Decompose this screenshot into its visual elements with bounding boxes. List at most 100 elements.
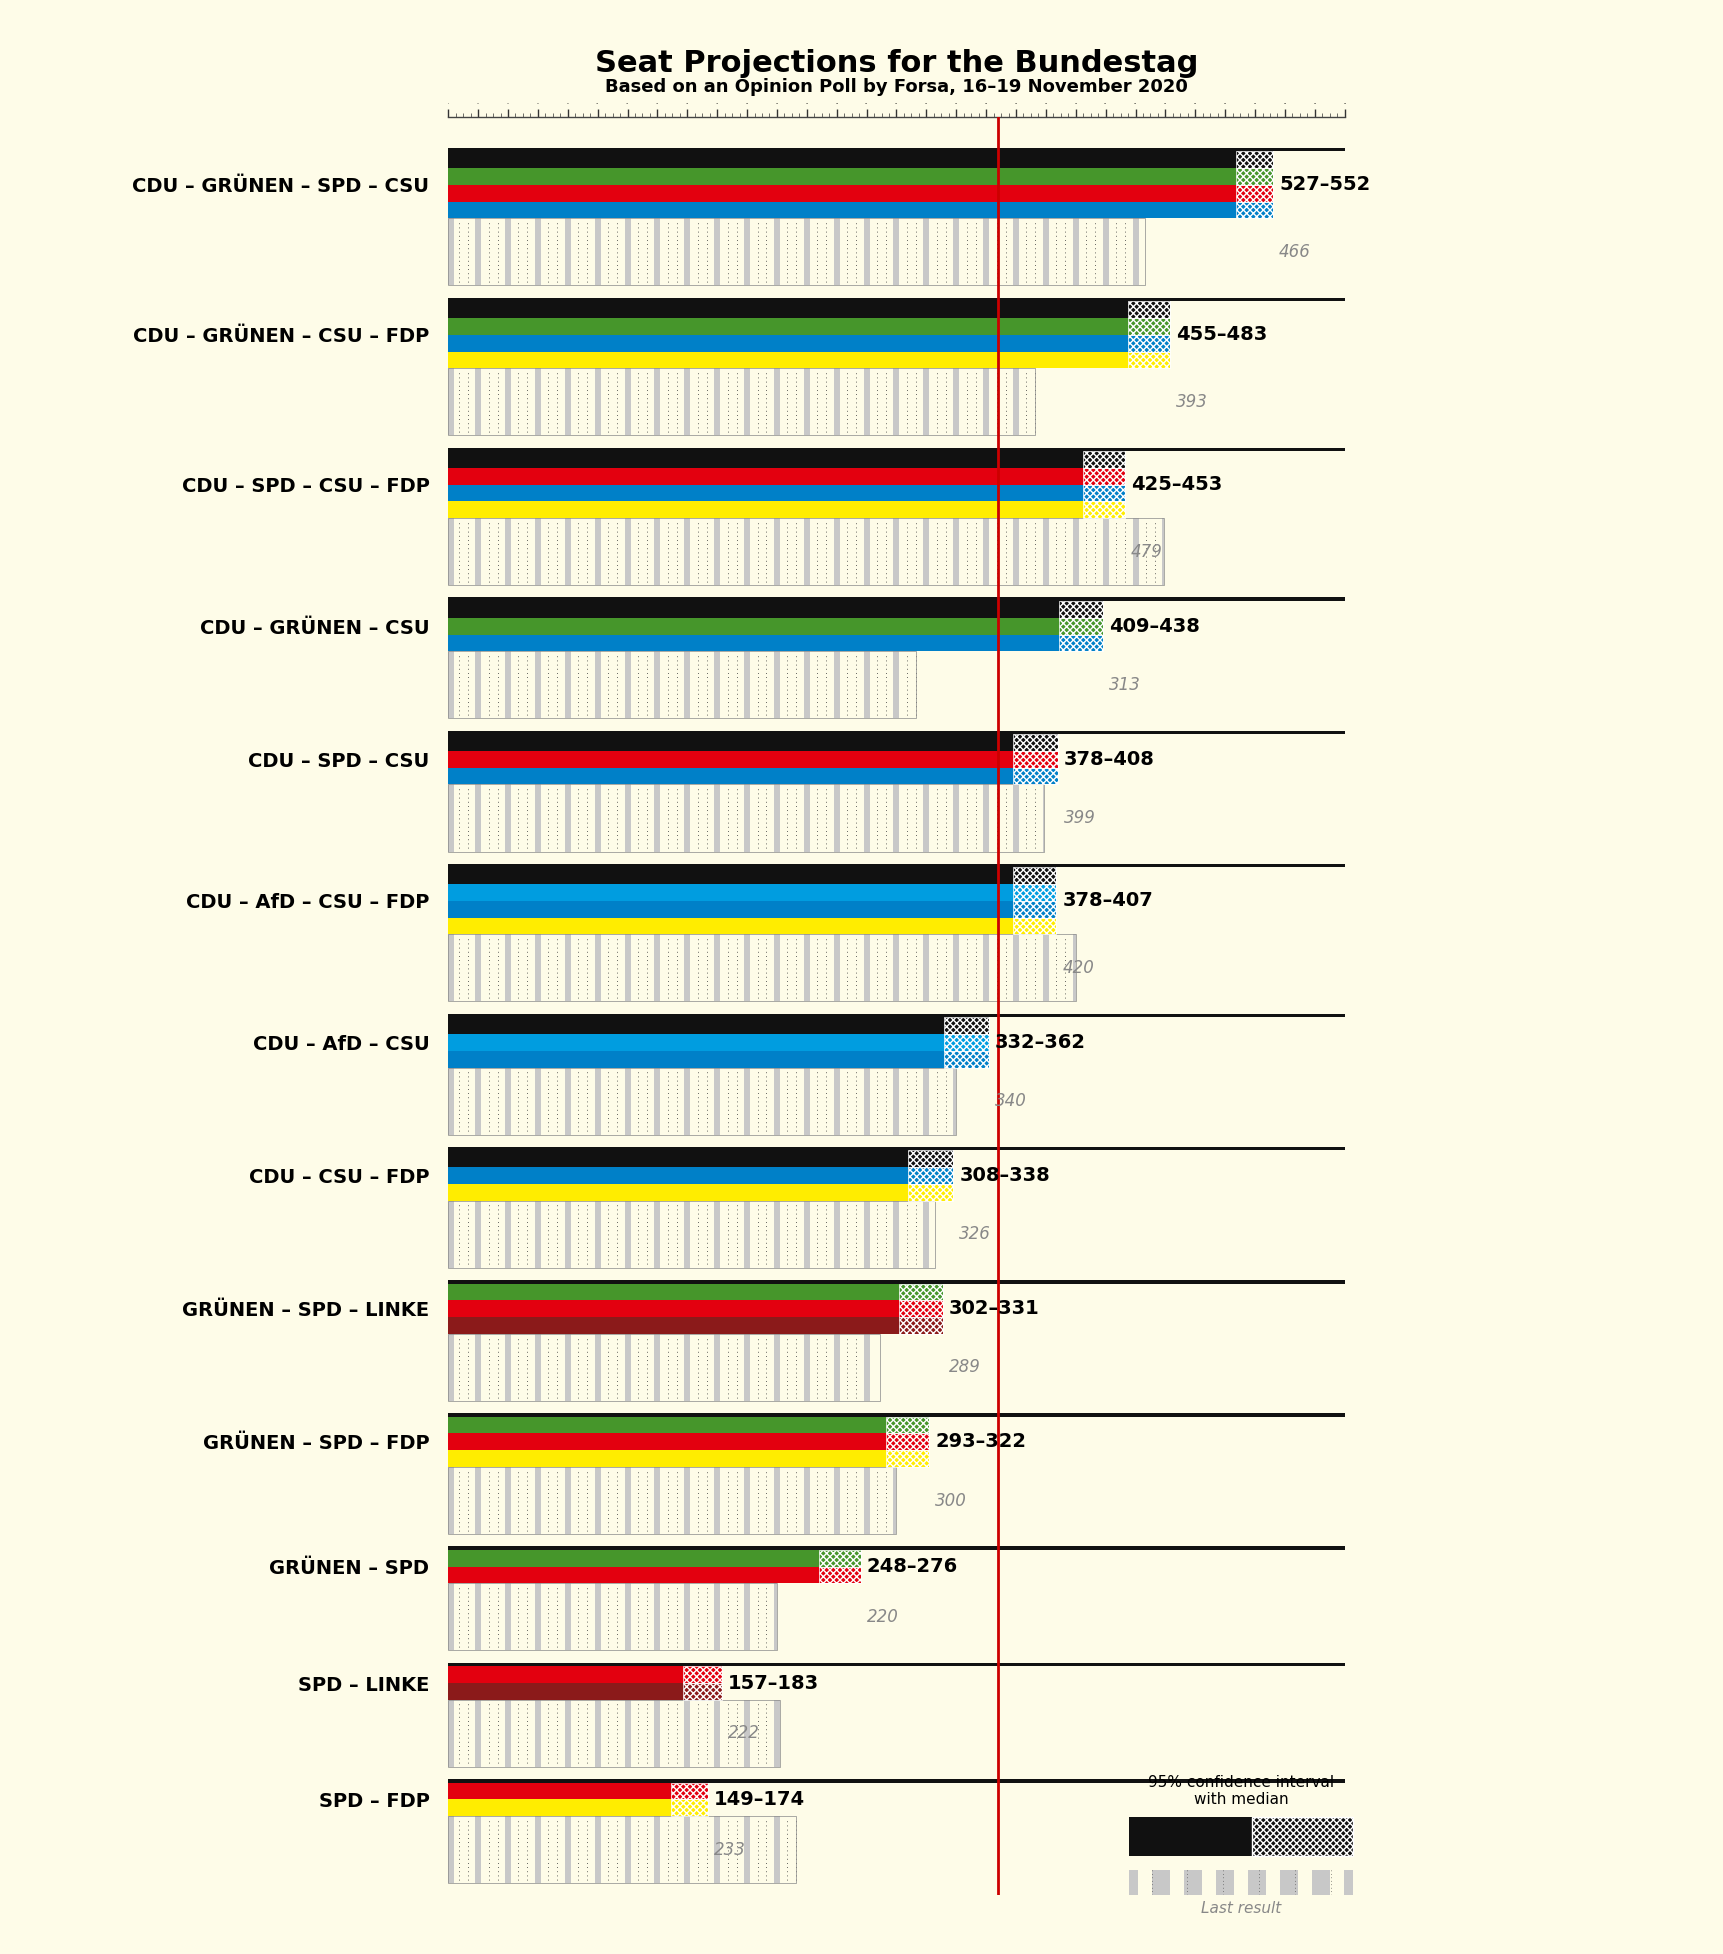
Text: 157–183: 157–183 bbox=[727, 1673, 818, 1692]
Bar bbox=[505, 1467, 510, 1534]
Bar bbox=[1132, 219, 1137, 285]
Bar bbox=[944, 1051, 989, 1067]
Bar bbox=[953, 784, 958, 852]
Bar bbox=[448, 731, 1344, 735]
Bar bbox=[774, 1583, 777, 1651]
Text: 340: 340 bbox=[994, 1092, 1027, 1110]
Bar bbox=[448, 1335, 879, 1401]
Bar bbox=[624, 934, 631, 1002]
Bar bbox=[448, 784, 453, 852]
Bar bbox=[953, 367, 958, 436]
Bar bbox=[1082, 485, 1125, 502]
Bar bbox=[774, 1200, 779, 1268]
Bar bbox=[899, 1284, 942, 1299]
Bar bbox=[448, 451, 1082, 467]
Bar bbox=[448, 1778, 1344, 1782]
Bar bbox=[594, 518, 600, 586]
Bar bbox=[1235, 201, 1272, 219]
Bar bbox=[448, 502, 1082, 518]
Bar bbox=[684, 1067, 689, 1135]
Bar bbox=[744, 1067, 750, 1135]
Bar bbox=[713, 518, 720, 586]
Bar bbox=[982, 784, 989, 852]
Bar bbox=[624, 1583, 631, 1651]
Text: 409–438: 409–438 bbox=[1108, 617, 1199, 635]
Bar bbox=[1127, 301, 1170, 319]
Bar bbox=[886, 1450, 929, 1467]
Bar bbox=[534, 784, 541, 852]
Bar bbox=[505, 1815, 510, 1884]
Bar bbox=[1013, 883, 1056, 901]
Bar bbox=[803, 1467, 810, 1534]
Bar bbox=[448, 1700, 779, 1766]
Bar bbox=[944, 1034, 989, 1051]
Bar bbox=[655, 1467, 660, 1534]
Text: 222: 222 bbox=[727, 1723, 760, 1743]
Bar bbox=[594, 934, 600, 1002]
Bar bbox=[476, 651, 481, 719]
Bar bbox=[893, 367, 899, 436]
Bar bbox=[1058, 635, 1103, 651]
Text: 313: 313 bbox=[1108, 676, 1141, 694]
Bar bbox=[448, 297, 1344, 301]
Bar bbox=[953, 934, 958, 1002]
Bar bbox=[448, 602, 1058, 617]
Bar bbox=[448, 868, 1013, 883]
Bar bbox=[565, 1583, 570, 1651]
Bar bbox=[893, 1067, 899, 1135]
Bar bbox=[534, 934, 541, 1002]
Bar bbox=[1013, 918, 1056, 934]
Bar bbox=[834, 1467, 839, 1534]
Bar bbox=[834, 1067, 839, 1135]
Bar bbox=[448, 864, 1344, 868]
Bar bbox=[594, 1583, 600, 1651]
Bar bbox=[476, 1583, 481, 1651]
Bar bbox=[624, 1467, 631, 1534]
Bar bbox=[476, 1815, 481, 1884]
Bar bbox=[624, 651, 631, 719]
Bar bbox=[982, 934, 989, 1002]
Bar bbox=[448, 367, 1036, 436]
Bar bbox=[863, 518, 868, 586]
Bar bbox=[713, 1700, 720, 1766]
Bar bbox=[448, 1700, 453, 1766]
Bar bbox=[448, 934, 453, 1002]
Bar bbox=[1042, 219, 1048, 285]
Bar bbox=[682, 1667, 722, 1682]
Bar bbox=[744, 1335, 750, 1401]
Bar bbox=[1127, 352, 1170, 367]
Bar bbox=[624, 1700, 631, 1766]
Bar bbox=[774, 219, 779, 285]
Bar bbox=[476, 1467, 481, 1534]
Bar bbox=[655, 1067, 660, 1135]
Bar bbox=[953, 219, 958, 285]
Bar bbox=[1058, 635, 1103, 651]
Bar bbox=[893, 1467, 896, 1534]
Bar bbox=[534, 1467, 541, 1534]
Bar bbox=[624, 1067, 631, 1135]
Bar bbox=[834, 367, 839, 436]
Bar bbox=[448, 1667, 682, 1682]
Bar bbox=[1082, 502, 1125, 518]
Bar bbox=[448, 1567, 818, 1583]
Bar bbox=[684, 784, 689, 852]
Text: Seat Projections for the Bundestag: Seat Projections for the Bundestag bbox=[594, 49, 1197, 78]
Bar bbox=[448, 1583, 777, 1651]
Bar bbox=[1127, 301, 1170, 319]
Bar bbox=[448, 447, 1344, 451]
Bar bbox=[818, 1550, 860, 1567]
Bar bbox=[744, 1467, 750, 1534]
Bar bbox=[594, 219, 600, 285]
Bar bbox=[448, 186, 1235, 201]
Bar bbox=[448, 883, 1013, 901]
Bar bbox=[505, 1200, 510, 1268]
Bar bbox=[899, 1317, 942, 1335]
Bar bbox=[448, 1800, 670, 1815]
Bar bbox=[448, 1167, 908, 1184]
Bar bbox=[1082, 467, 1125, 485]
Bar bbox=[863, 1200, 868, 1268]
Bar bbox=[448, 1051, 944, 1067]
Bar bbox=[908, 1184, 953, 1200]
Bar bbox=[893, 219, 899, 285]
Bar bbox=[476, 1700, 481, 1766]
